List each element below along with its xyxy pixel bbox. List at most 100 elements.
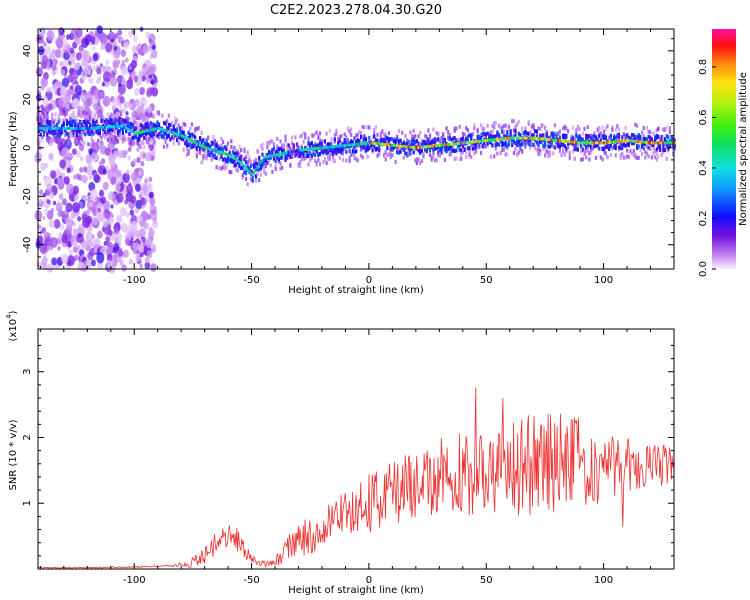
spectrogram-ridge-cell — [332, 145, 335, 149]
spectrogram-halo-cell — [85, 117, 88, 122]
spectrogram-halo-cell — [507, 124, 510, 129]
spectrogram-band-cell — [507, 139, 510, 144]
spectrogram-ridge-cell — [501, 137, 504, 141]
spectrogram-band-cell — [386, 136, 389, 141]
spectrogram-band-cell — [430, 140, 433, 145]
spectrogram-ridge-cell — [611, 140, 614, 144]
spectrogram-halo-cell — [199, 151, 202, 155]
spectrogram-band-cell — [65, 119, 69, 124]
spectrogram-ridge-cell — [601, 141, 604, 145]
spectrogram-noise-cell — [85, 154, 93, 164]
spectrogram-ridge-cell — [617, 140, 621, 143]
spectrogram-band-cell — [453, 136, 456, 140]
spectrogram-halo-cell — [539, 126, 542, 131]
spectrogram-band-cell — [67, 132, 70, 137]
spectrogram-ridge-cell — [277, 153, 280, 156]
spectrogram-halo-cell — [315, 130, 318, 135]
spectrogram-ridge-cell — [466, 141, 469, 144]
spectrogram-halo-cell — [59, 140, 62, 145]
spectrogram-ridge-cell — [636, 139, 639, 143]
spectrogram-band-cell — [258, 155, 261, 160]
spectrogram-ridge-cell — [567, 140, 570, 144]
spectrogram-noise-cell — [144, 178, 149, 184]
spectrogram-halo-cell — [217, 166, 220, 171]
spectrogram-halo-cell — [249, 177, 253, 182]
spectrogram-halo-cell — [238, 153, 241, 158]
spectrogram-ridge-cell — [659, 141, 662, 145]
spectrogram-ridge-cell — [118, 124, 121, 128]
spectrogram-ridge-cell — [478, 139, 481, 143]
spectrogram-halo-cell — [189, 126, 192, 131]
spectrogram-halo-cell — [113, 130, 116, 135]
spectrogram-band-cell — [488, 135, 491, 140]
spectrogram-noise-cell — [132, 158, 137, 165]
spectrogram-band-cell — [121, 127, 124, 132]
spectrogram-noise-cell — [110, 38, 114, 43]
spectrogram-halo-cell — [51, 120, 54, 125]
spectrogram-noise-cell — [56, 177, 63, 186]
spectrogram-ridge-cell — [593, 141, 596, 145]
spectrogram-band-cell — [128, 122, 131, 127]
spectrogram-halo-cell — [603, 129, 606, 134]
spectrogram-band-cell — [166, 133, 169, 138]
spectrogram-noise-cell — [146, 184, 153, 193]
spectrogram-band-cell — [305, 152, 308, 157]
spectrogram-ridge-cell — [287, 150, 290, 154]
spectrogram-band-cell — [425, 141, 428, 146]
spectrogram-band-cell — [517, 142, 520, 147]
spectrogram-halo-cell — [115, 136, 118, 141]
spectrogram-band-cell — [396, 150, 399, 155]
spectrogram-band-cell — [77, 123, 80, 127]
spectrogram-halo-cell — [389, 153, 392, 157]
spectrogram-halo-cell — [307, 150, 310, 155]
spectrogram-halo-cell — [512, 128, 515, 133]
spectrogram-band-cell — [328, 142, 331, 147]
spectrogram-noise-cell — [103, 241, 108, 246]
spectrogram-band-cell — [79, 119, 82, 124]
spectrogram-halo-cell — [458, 138, 461, 143]
spectrogram-halo-cell — [415, 161, 418, 165]
spectrogram-noise-cell — [61, 233, 68, 244]
spectrogram-band-cell — [420, 148, 423, 153]
spectrogram-halo-cell — [268, 152, 271, 157]
spectrogram-ridge-cell — [389, 143, 392, 147]
spectrogram-halo-cell — [42, 122, 46, 127]
spectrogram-ridge-cell — [470, 140, 473, 144]
spectrogram-halo-cell — [235, 149, 238, 154]
spectrogram-band-cell — [335, 148, 338, 152]
spectrogram-halo-cell — [195, 126, 198, 131]
spectrogram-halo-cell — [185, 152, 189, 157]
spectrogram-band-cell — [139, 123, 143, 127]
spectrogram-noise-cell — [105, 59, 110, 66]
spectrogram-band-cell — [631, 132, 634, 137]
spectrogram-halo-cell — [504, 123, 507, 128]
spectrogram-halo-cell — [266, 145, 269, 150]
spectrogram-noise-cell — [116, 75, 123, 84]
spectrogram-band-cell — [228, 158, 231, 163]
spectrogram-noise-cell — [81, 213, 88, 222]
spectrogram-band-cell — [636, 135, 639, 140]
spectrogram-noise-cell — [130, 171, 138, 182]
spectrogram-halo-cell — [113, 140, 116, 145]
spectrogram-halo-cell — [328, 154, 331, 159]
spectrogram-halo-cell — [608, 135, 611, 140]
spectrogram-band-cell — [591, 134, 594, 139]
spectrogram-halo-cell — [586, 125, 589, 129]
spectrogram-halo-cell — [414, 134, 417, 139]
spectrogram-ridge-cell — [410, 145, 414, 149]
spectrogram-ridge-cell — [203, 145, 207, 149]
spectrogram-noise-cell — [74, 85, 83, 96]
spectrogram-halo-cell — [38, 120, 41, 125]
spectrogram-band-cell — [231, 150, 235, 155]
spectrogram-halo-cell — [299, 134, 302, 139]
spectrogram-ridge-cell — [210, 148, 213, 152]
spectrogram-halo-cell — [629, 149, 632, 154]
spectrogram-band-cell — [433, 146, 437, 151]
spectrogram-noise-cell — [92, 238, 101, 250]
spectrogram-band-cell — [251, 170, 254, 175]
spectrogram-band-cell — [640, 144, 644, 149]
spectrogram-band-cell — [159, 132, 162, 137]
spectrogram-halo-cell — [228, 170, 231, 174]
spectrogram-band-cell — [558, 135, 561, 140]
spectrogram-ridge-cell — [640, 140, 644, 144]
